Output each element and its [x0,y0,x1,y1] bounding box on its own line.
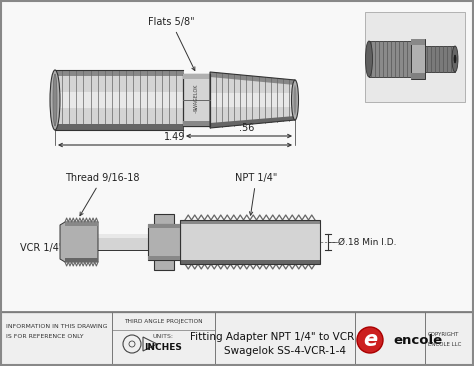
Text: VCR 1/4": VCR 1/4" [20,243,86,253]
Bar [183,74,210,126]
Bar [411,39,425,79]
Bar [55,92,183,108]
Ellipse shape [454,55,456,63]
Text: INCHES: INCHES [144,344,182,352]
Bar [411,39,425,45]
Ellipse shape [365,41,373,77]
Bar [365,12,465,102]
Polygon shape [55,124,183,130]
Text: SWAGELOK: SWAGELOK [194,83,199,111]
Ellipse shape [452,46,458,72]
Text: ENCOLE LLC: ENCOLE LLC [428,341,461,347]
Text: Thread 9/16-18: Thread 9/16-18 [65,173,139,216]
Polygon shape [210,116,295,128]
Text: THIRD ANGLE PROJECTION: THIRD ANGLE PROJECTION [124,318,202,324]
Bar [180,220,320,264]
Text: Swagelok SS-4-VCR-1-4: Swagelok SS-4-VCR-1-4 [224,346,346,356]
Text: —: — [194,107,199,113]
Text: Fitting Adapter NPT 1/4" to VCR 1/4": Fitting Adapter NPT 1/4" to VCR 1/4" [191,332,380,342]
Text: e: e [363,330,377,350]
Bar [369,41,411,77]
Polygon shape [55,70,183,130]
Text: COPYRIGHT: COPYRIGHT [428,332,459,336]
Bar [180,220,320,224]
Bar [180,220,320,264]
Bar [90,234,185,250]
Bar [148,224,180,228]
Bar [65,222,98,226]
Text: Flats 5/8": Flats 5/8" [148,17,195,71]
Bar [65,258,98,262]
Bar [0,312,474,366]
Bar [425,46,455,72]
Text: encole: encole [393,333,442,347]
Polygon shape [210,72,295,128]
Text: INFORMATION IN THIS DRAWING: INFORMATION IN THIS DRAWING [6,324,108,329]
Bar [183,121,210,126]
Ellipse shape [53,74,57,126]
Bar [154,260,174,270]
Bar [154,214,174,224]
Ellipse shape [292,80,299,120]
Text: NPT 1/4": NPT 1/4" [235,173,277,215]
Ellipse shape [293,85,297,115]
Polygon shape [55,70,183,76]
Text: 1.49: 1.49 [164,132,186,142]
Polygon shape [60,222,98,262]
Polygon shape [210,72,295,85]
Bar [148,256,180,260]
Text: UNITS:: UNITS: [153,333,173,339]
Bar [183,74,210,79]
Bar [210,93,295,107]
Bar [180,260,320,264]
Text: IS FOR REFERENCE ONLY: IS FOR REFERENCE ONLY [6,333,83,339]
Text: .56: .56 [239,123,255,133]
Ellipse shape [50,70,60,130]
Bar [148,224,180,260]
Text: Ø.18 Min I.D.: Ø.18 Min I.D. [338,238,396,246]
Circle shape [357,327,383,353]
Bar [411,73,425,79]
Bar [90,234,185,238]
